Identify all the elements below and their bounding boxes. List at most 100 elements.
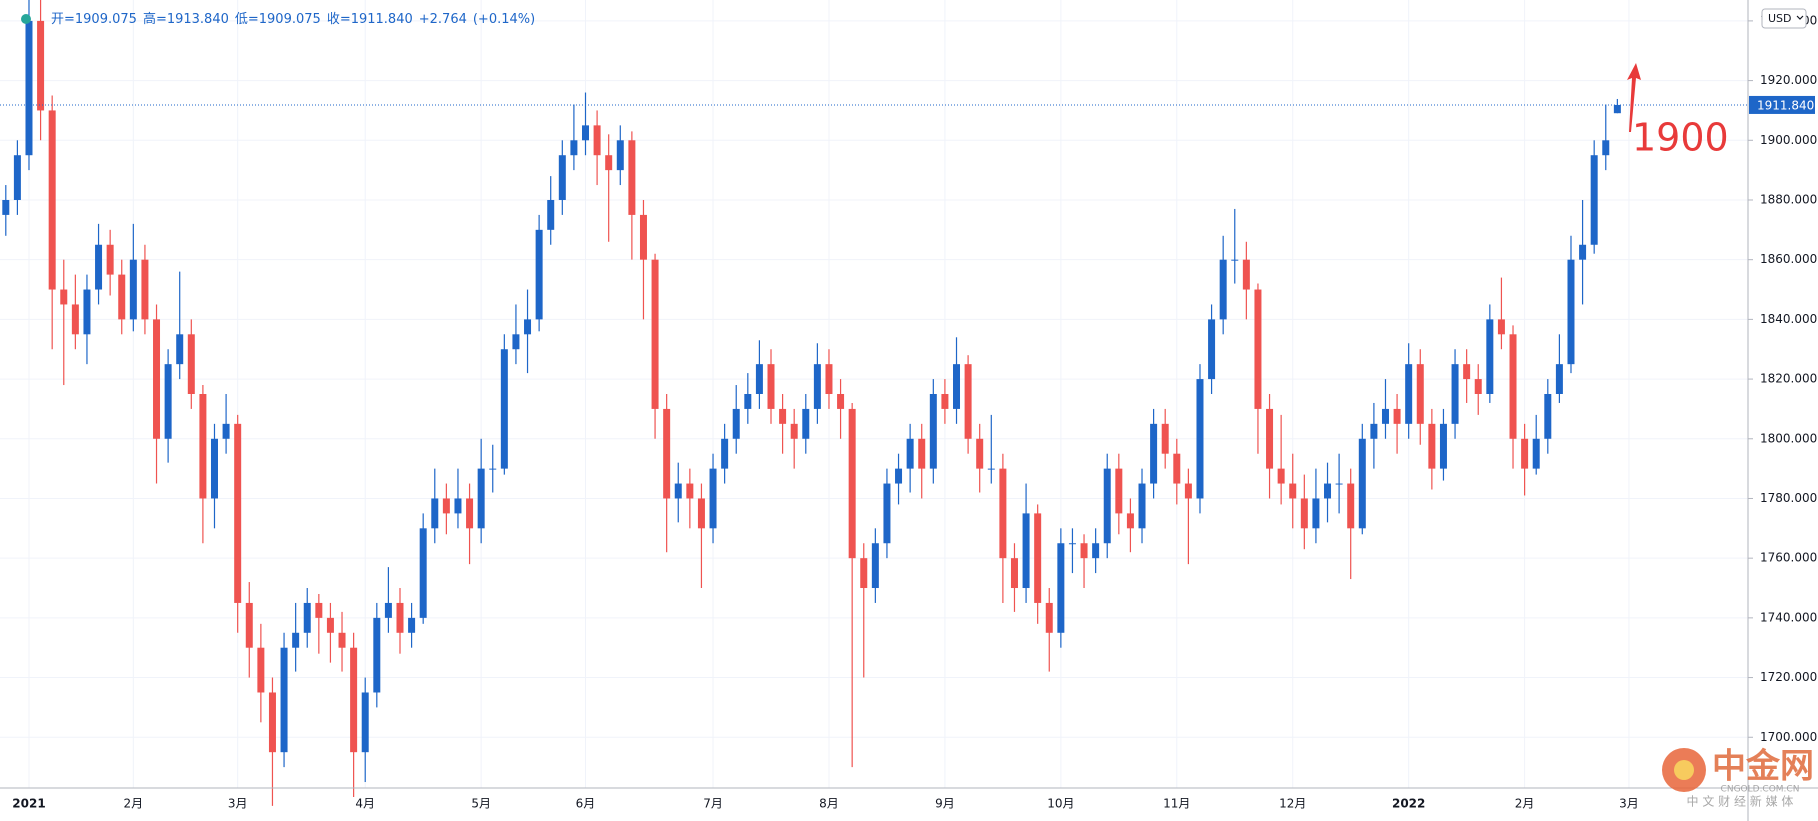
candle-body	[1161, 423, 1169, 454]
candle-body	[1173, 453, 1181, 484]
y-tick-label: 1860.000	[1760, 252, 1817, 266]
candle-body	[1544, 394, 1552, 439]
candle-body	[245, 602, 253, 648]
candle-body	[883, 483, 891, 544]
candle-body	[1277, 468, 1285, 484]
candle-body	[651, 259, 659, 409]
candle-body	[2, 199, 10, 215]
candle-body	[570, 140, 578, 156]
candle-body	[361, 692, 369, 753]
candle-body	[1393, 408, 1401, 424]
candle-body	[1347, 483, 1355, 529]
candle-body	[755, 364, 763, 394]
candle-body	[164, 364, 172, 439]
candle-body	[83, 289, 91, 335]
candle-body	[396, 602, 404, 633]
candle-body	[257, 647, 265, 693]
candle-body	[373, 617, 381, 693]
candle-body	[1138, 483, 1146, 529]
candle-body	[1335, 483, 1343, 485]
x-tick-label: 10月	[1047, 797, 1074, 811]
candles	[0, 0, 1748, 806]
candle-body	[1184, 483, 1192, 499]
candle-body	[292, 632, 300, 648]
candle-body	[1602, 140, 1610, 156]
watermark-name: 中金网	[1712, 747, 1814, 787]
y-tick-label: 1740.000	[1760, 610, 1817, 624]
candle-body	[1416, 364, 1424, 424]
watermark-logo-inner	[1674, 760, 1694, 780]
candle-body	[326, 617, 334, 633]
candle-body	[1521, 438, 1529, 469]
candle-body	[558, 155, 566, 200]
legend-item: 开=1909.075	[51, 12, 137, 27]
candle-body	[616, 140, 624, 171]
candle-body	[999, 468, 1007, 559]
candle-body	[848, 408, 856, 559]
currency-button[interactable]	[1761, 8, 1807, 29]
ohlc-legend: 开=1909.075 高=1913.840 低=1909.075 收=1911.840…	[51, 11, 535, 27]
x-tick-label: 2022	[1392, 797, 1425, 811]
candle-body	[1358, 438, 1366, 529]
candle-body	[1555, 364, 1563, 394]
candle-body	[1254, 289, 1262, 409]
candle-body	[1428, 423, 1436, 469]
candle-body	[1579, 244, 1587, 260]
candle-body	[895, 468, 903, 484]
candle-body	[1010, 558, 1018, 589]
candle-body	[1451, 364, 1459, 424]
candle-body	[1115, 468, 1123, 514]
candle-body	[13, 155, 21, 200]
last-price-box	[1749, 95, 1815, 114]
candle-body	[48, 110, 56, 290]
candle-body	[1242, 259, 1250, 290]
x-tick-label: 12月	[1279, 797, 1306, 811]
candle-body	[454, 498, 462, 514]
candle-body	[1312, 498, 1320, 529]
candle-body	[25, 20, 33, 156]
candle-body	[1092, 543, 1100, 559]
candle-body	[176, 334, 184, 365]
last-price-label: 1911.840	[1757, 98, 1814, 112]
legend-item: 低=1909.075	[235, 12, 321, 27]
candle-body	[779, 408, 787, 424]
candle-body	[1022, 513, 1030, 589]
currency-label[interactable]: USD	[1768, 12, 1792, 25]
candle-body	[37, 20, 45, 111]
candle-body	[639, 214, 647, 260]
candle-body	[732, 408, 740, 439]
candle-body	[141, 259, 149, 320]
candle-body	[419, 528, 427, 618]
annotation: 1900	[1632, 116, 1729, 160]
candle-body	[813, 364, 821, 409]
candle-body	[268, 692, 276, 753]
candle-body	[1370, 423, 1378, 439]
watermark-site: CNGOLD.COM.CN	[1721, 785, 1800, 795]
candle-body	[1324, 483, 1332, 499]
y-tick-label: 1920.000	[1760, 73, 1817, 87]
candle-body	[744, 394, 752, 409]
dropdown-caret	[1796, 15, 1804, 20]
x-tick-label: 4月	[355, 797, 375, 811]
candle-body	[442, 498, 450, 514]
candle-body	[1613, 104, 1621, 114]
candle-body	[153, 319, 161, 439]
candle-body	[547, 199, 555, 230]
candle-body	[338, 632, 346, 648]
candle-body	[1034, 513, 1042, 603]
candle-body	[837, 394, 845, 409]
candle-body	[709, 468, 717, 529]
candle-body	[477, 468, 485, 529]
candle-body	[1219, 259, 1227, 320]
candle-body	[71, 304, 79, 335]
candle-body	[1463, 364, 1471, 380]
candle-body	[964, 364, 972, 439]
candle-body	[1300, 498, 1308, 529]
candle-body	[1497, 319, 1505, 335]
x-tick-label: 5月	[471, 797, 491, 811]
candle-body	[408, 617, 416, 633]
candle-body	[871, 543, 879, 589]
candle-body	[1057, 543, 1065, 633]
candle-body	[512, 334, 520, 350]
candle-body	[431, 498, 439, 529]
